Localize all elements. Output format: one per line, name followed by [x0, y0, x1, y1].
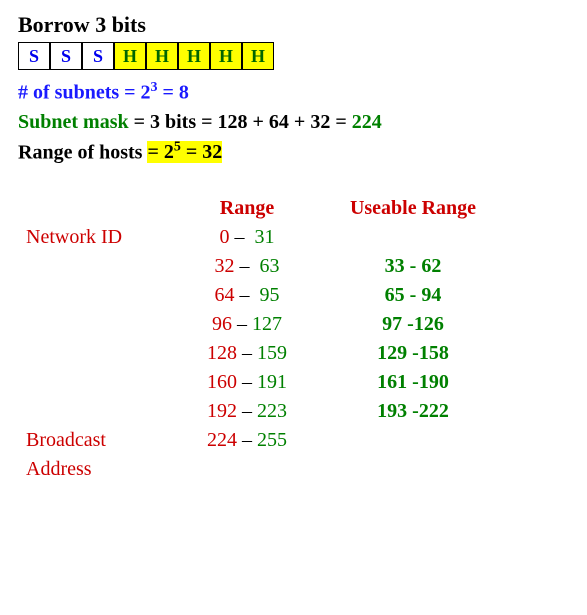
row-label	[18, 281, 174, 310]
broadcast-extra-row: Address	[18, 455, 506, 484]
usable-cell: 65 - 94	[320, 281, 506, 310]
hosts-hl-pre: = 2	[147, 141, 173, 163]
usable-cell: 129 -158	[320, 339, 506, 368]
range-cell: 128 – 159	[174, 339, 320, 368]
table-row: 160 – 191161 -190	[18, 368, 506, 397]
subnets-prefix: # of subnets = 2	[18, 82, 151, 104]
table-row: 64 – 9565 - 94	[18, 281, 506, 310]
bit-cell-7: H	[242, 42, 274, 70]
subnet-table-wrap: Range Useable Range Network ID0 – 3132 –…	[18, 194, 569, 484]
hosts-highlight: = 25 = 32	[147, 141, 222, 163]
header-row: Range Useable Range	[18, 194, 506, 223]
header-range: Range	[174, 194, 320, 223]
usable-cell: 193 -222	[320, 397, 506, 426]
range-cell: 160 – 191	[174, 368, 320, 397]
row-label: Broadcast	[18, 426, 174, 455]
range-cell: 32 – 63	[174, 252, 320, 281]
page-title: Borrow 3 bits	[18, 12, 569, 38]
mask-result: 224	[352, 111, 382, 133]
subnet-table: Range Useable Range Network ID0 – 3132 –…	[18, 194, 506, 484]
usable-cell	[320, 426, 506, 455]
bit-cell-6: H	[210, 42, 242, 70]
row-label	[18, 368, 174, 397]
bit-cell-2: S	[82, 42, 114, 70]
row-label	[18, 252, 174, 281]
mask-prefix: Subnet mask	[18, 111, 129, 133]
hosts-prefix: Range of hosts	[18, 141, 147, 163]
row-label	[18, 397, 174, 426]
row-label	[18, 310, 174, 339]
subnets-line: # of subnets = 23 = 8	[18, 80, 569, 105]
table-row: 128 – 159129 -158	[18, 339, 506, 368]
row-label: Network ID	[18, 223, 174, 252]
header-usable: Useable Range	[320, 194, 506, 223]
table-row: 32 – 6333 - 62	[18, 252, 506, 281]
table-row: Network ID0 – 31	[18, 223, 506, 252]
row-label	[18, 339, 174, 368]
mask-mid: = 3 bits = 128 + 64 + 32 =	[129, 111, 352, 133]
bits-row: SSSHHHHH	[18, 42, 569, 70]
usable-cell: 33 - 62	[320, 252, 506, 281]
hosts-hl-exp: 5	[174, 140, 181, 155]
table-row: 192 – 223193 -222	[18, 397, 506, 426]
subnets-suffix: = 8	[158, 82, 189, 104]
range-cell: 192 – 223	[174, 397, 320, 426]
table-row: Broadcast224 – 255	[18, 426, 506, 455]
bit-cell-0: S	[18, 42, 50, 70]
range-cell: 64 – 95	[174, 281, 320, 310]
subnets-exp: 3	[151, 80, 158, 95]
hosts-line: Range of hosts = 25 = 32	[18, 140, 569, 165]
usable-cell	[320, 223, 506, 252]
bit-cell-5: H	[178, 42, 210, 70]
broadcast-label2: Address	[18, 455, 174, 484]
range-cell: 0 – 31	[174, 223, 320, 252]
bit-cell-1: S	[50, 42, 82, 70]
range-cell: 96 – 127	[174, 310, 320, 339]
bit-cell-3: H	[114, 42, 146, 70]
hosts-hl-suf: = 32	[181, 141, 222, 163]
usable-cell: 161 -190	[320, 368, 506, 397]
range-cell: 224 – 255	[174, 426, 320, 455]
table-row: 96 – 12797 -126	[18, 310, 506, 339]
bit-cell-4: H	[146, 42, 178, 70]
usable-cell: 97 -126	[320, 310, 506, 339]
mask-line: Subnet mask = 3 bits = 128 + 64 + 32 = 2…	[18, 111, 569, 134]
